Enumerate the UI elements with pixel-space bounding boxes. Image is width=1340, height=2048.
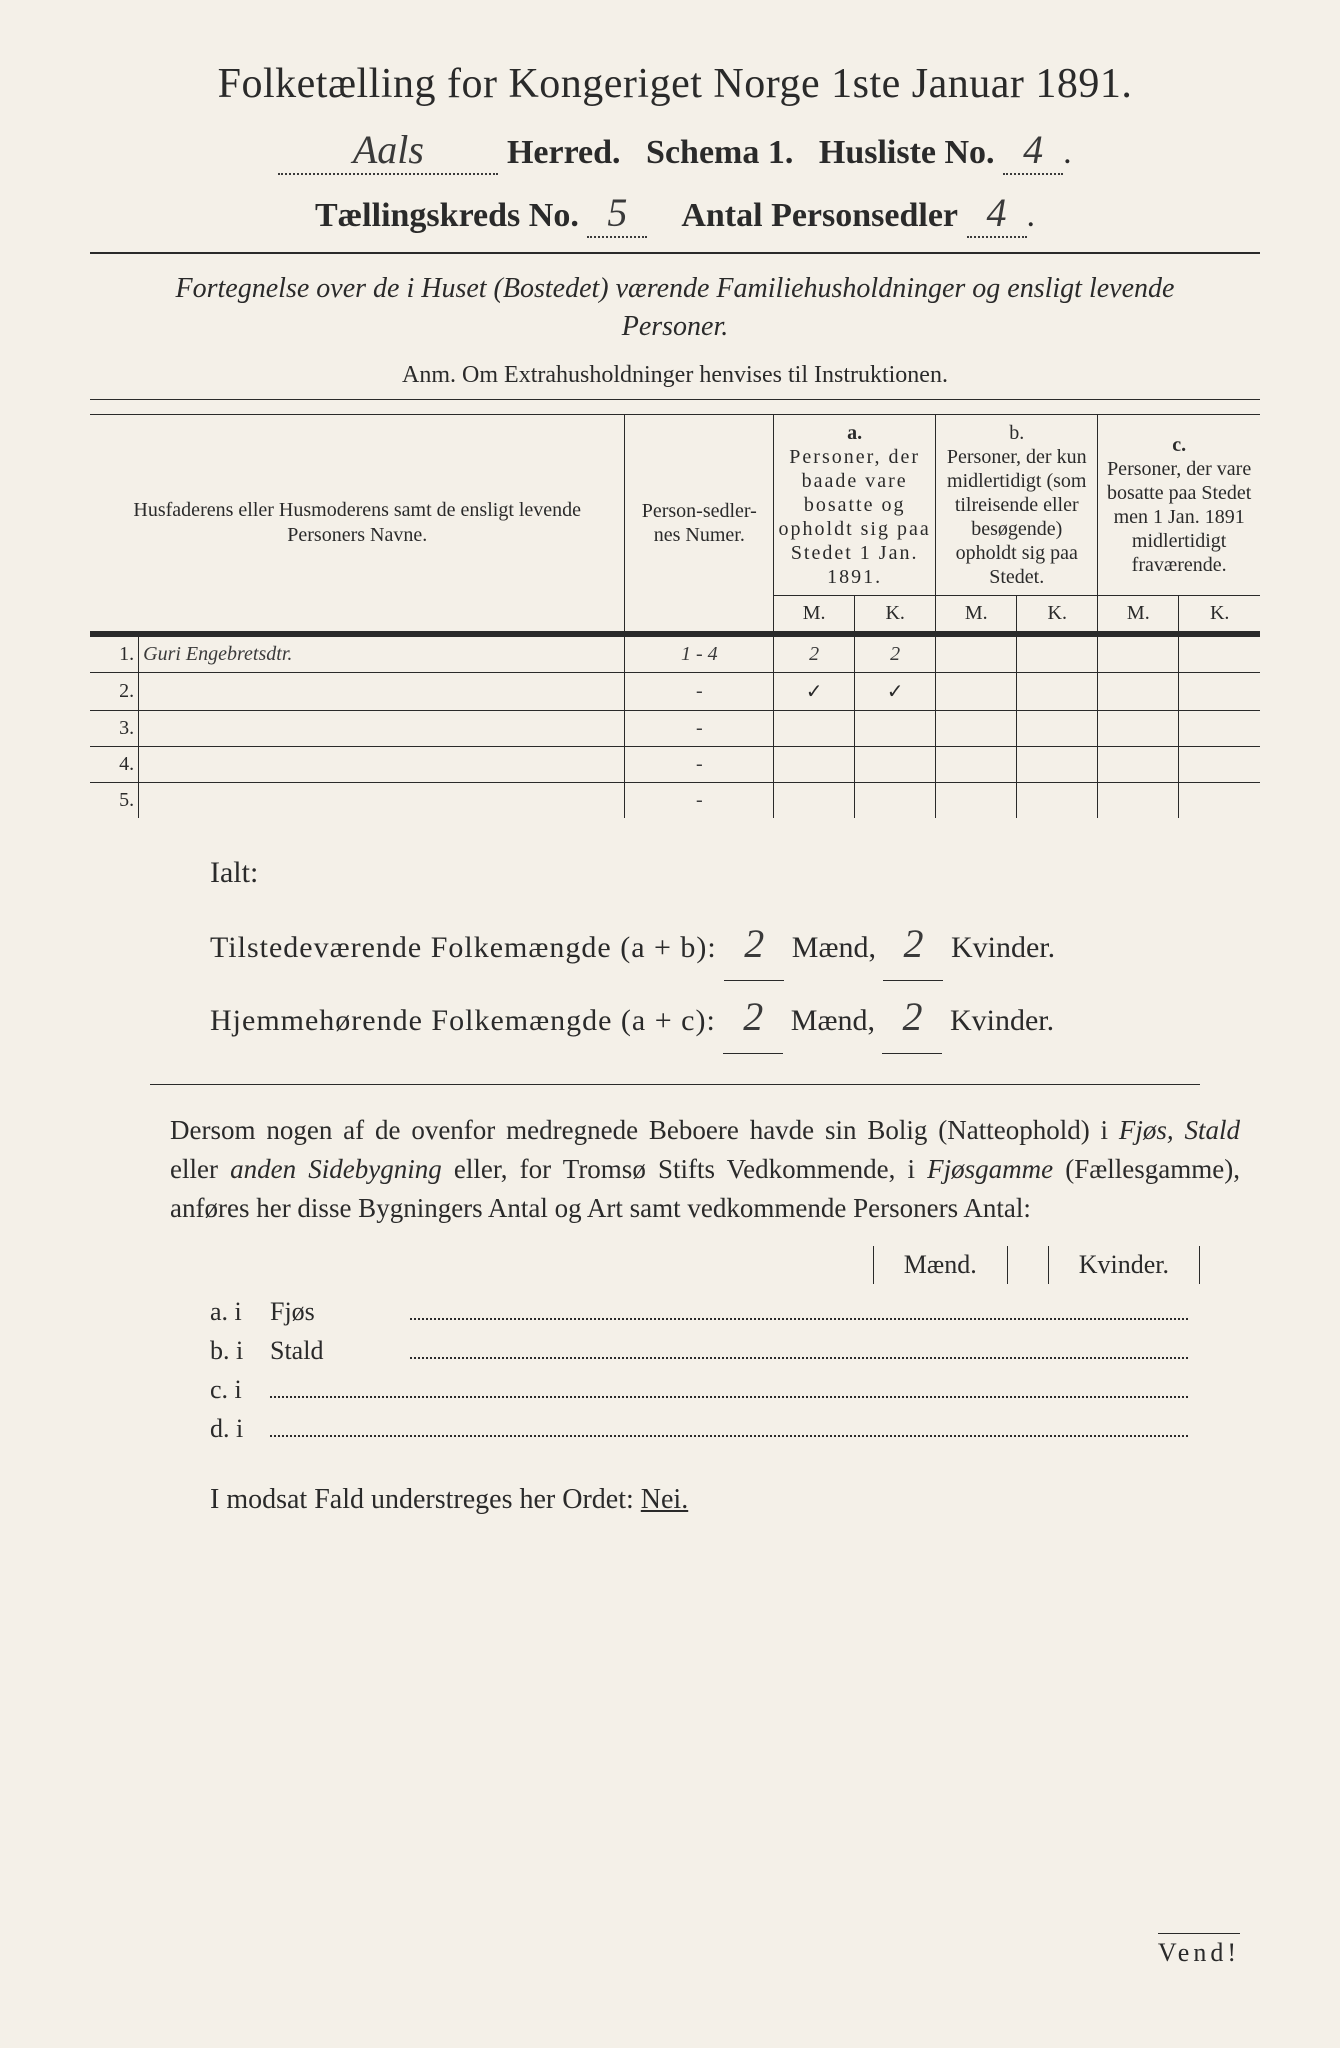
cell-a-k: ✓ [855, 672, 936, 710]
totals-line-2: Hjemmehørende Folkemængde (a + c): 2 Mæn… [210, 981, 1220, 1054]
row-num: 3. [90, 710, 139, 746]
side-row-b: b. i Stald [210, 1333, 1200, 1366]
maend-header: Mænd. [873, 1246, 1008, 1284]
l1-maend: 2 [724, 908, 784, 981]
side-row-c: c. i [210, 1372, 1200, 1405]
row-pnum: 1 - 4 [625, 634, 774, 673]
col-c-header: c. Personer, der vare bosatte paa Stedet… [1098, 414, 1260, 595]
cell-b-m [936, 782, 1017, 818]
divider [90, 252, 1260, 254]
cell-b-m [936, 746, 1017, 782]
schema-label: Schema 1. [646, 134, 793, 171]
table-row: 5. - [90, 782, 1260, 818]
bolig-paragraph: Dersom nogen af de ovenfor medregnede Be… [170, 1111, 1240, 1228]
cell-b-k [1017, 782, 1098, 818]
row-num: 4. [90, 746, 139, 782]
row-pnum: - [625, 782, 774, 818]
divider [150, 1084, 1200, 1085]
cell-a-k: 2 [855, 634, 936, 673]
antal-label: Antal Personsedler [681, 197, 958, 234]
row-pnum: - [625, 746, 774, 782]
col-a-header: a. Personer, der baade vare bosatte og o… [774, 414, 936, 595]
totals-block: Ialt: Tilstedeværende Folkemængde (a + b… [210, 846, 1220, 1054]
l1-kvinder: 2 [883, 908, 943, 981]
cell-a-m [774, 782, 855, 818]
cell-c-m [1098, 782, 1179, 818]
row-name [139, 746, 625, 782]
header-row-1: Aals Herred. Schema 1. Husliste No. 4. [90, 126, 1260, 175]
kreds-value: 5 [587, 189, 647, 238]
cell-b-k [1017, 634, 1098, 673]
cell-a-m [774, 746, 855, 782]
row-num: 5. [90, 782, 139, 818]
cell-c-k [1179, 634, 1260, 673]
row-name: Guri Engebretsdtr. [139, 634, 625, 673]
side-table: a. i Fjøs b. i Stald c. i d. i [210, 1294, 1200, 1444]
cell-a-k [855, 710, 936, 746]
row-name [139, 672, 625, 710]
cell-c-k [1179, 672, 1260, 710]
census-table: Husfaderens eller Husmoderens samt de en… [90, 414, 1260, 818]
cell-b-k [1017, 710, 1098, 746]
vend-label: Vend! [1158, 1933, 1240, 1968]
table-row: 2. - ✓ ✓ [90, 672, 1260, 710]
col-b-m: M. [936, 595, 1017, 634]
kvinder-header: Kvinder. [1048, 1246, 1200, 1284]
table-row: 1. Guri Engebretsdtr. 1 - 4 2 2 [90, 634, 1260, 673]
cell-b-m [936, 672, 1017, 710]
cell-c-m [1098, 672, 1179, 710]
col-b-k: K. [1017, 595, 1098, 634]
husliste-value: 4 [1003, 126, 1063, 175]
col-b-header: b. Personer, der kun midlertidigt (som t… [936, 414, 1098, 595]
side-row-d: d. i [210, 1411, 1200, 1444]
cell-c-k [1179, 710, 1260, 746]
cell-a-m: ✓ [774, 672, 855, 710]
header-row-2: Tællingskreds No. 5 Antal Personsedler 4… [90, 189, 1260, 238]
cell-a-m [774, 710, 855, 746]
row-num: 2. [90, 672, 139, 710]
l2-maend: 2 [723, 981, 783, 1054]
husliste-label: Husliste No. [819, 134, 995, 171]
row-pnum: - [625, 710, 774, 746]
cell-b-k [1017, 672, 1098, 710]
cell-b-m [936, 710, 1017, 746]
subtitle: Fortegnelse over de i Huset (Bostedet) v… [130, 270, 1220, 346]
herred-label: Herred. [507, 134, 621, 171]
l2-kvinder: 2 [882, 981, 942, 1054]
col-name-header: Husfaderens eller Husmoderens samt de en… [90, 414, 625, 634]
row-name [139, 710, 625, 746]
row-num: 1. [90, 634, 139, 673]
table-row: 4. - [90, 746, 1260, 782]
cell-a-m: 2 [774, 634, 855, 673]
col-c-m: M. [1098, 595, 1179, 634]
col-a-m: M. [774, 595, 855, 634]
cell-a-k [855, 782, 936, 818]
cell-c-m [1098, 710, 1179, 746]
herred-value: Aals [278, 126, 498, 175]
cell-b-m [936, 634, 1017, 673]
nei-line: I modsat Fald understreges her Ordet: Ne… [210, 1484, 1260, 1516]
divider [90, 399, 1260, 400]
col-pnum-header: Person-sedler-nes Numer. [625, 414, 774, 634]
cell-c-m [1098, 746, 1179, 782]
ialt-label: Ialt: [210, 846, 1220, 900]
row-pnum: - [625, 672, 774, 710]
anm-note: Anm. Om Extrahusholdninger henvises til … [90, 362, 1260, 389]
antal-value: 4 [967, 189, 1027, 238]
cell-a-k [855, 746, 936, 782]
mk-header: Mænd. Kvinder. [90, 1246, 1200, 1284]
cell-b-k [1017, 746, 1098, 782]
totals-line-1: Tilstedeværende Folkemængde (a + b): 2 M… [210, 908, 1220, 981]
cell-c-k [1179, 746, 1260, 782]
cell-c-m [1098, 634, 1179, 673]
page-title: Folketælling for Kongeriget Norge 1ste J… [90, 60, 1260, 108]
table-row: 3. - [90, 710, 1260, 746]
cell-c-k [1179, 782, 1260, 818]
col-c-k: K. [1179, 595, 1260, 634]
kreds-label: Tællingskreds No. [315, 197, 579, 234]
nei-word: Nei. [641, 1484, 688, 1515]
side-row-a: a. i Fjøs [210, 1294, 1200, 1327]
row-name [139, 782, 625, 818]
col-a-k: K. [855, 595, 936, 634]
